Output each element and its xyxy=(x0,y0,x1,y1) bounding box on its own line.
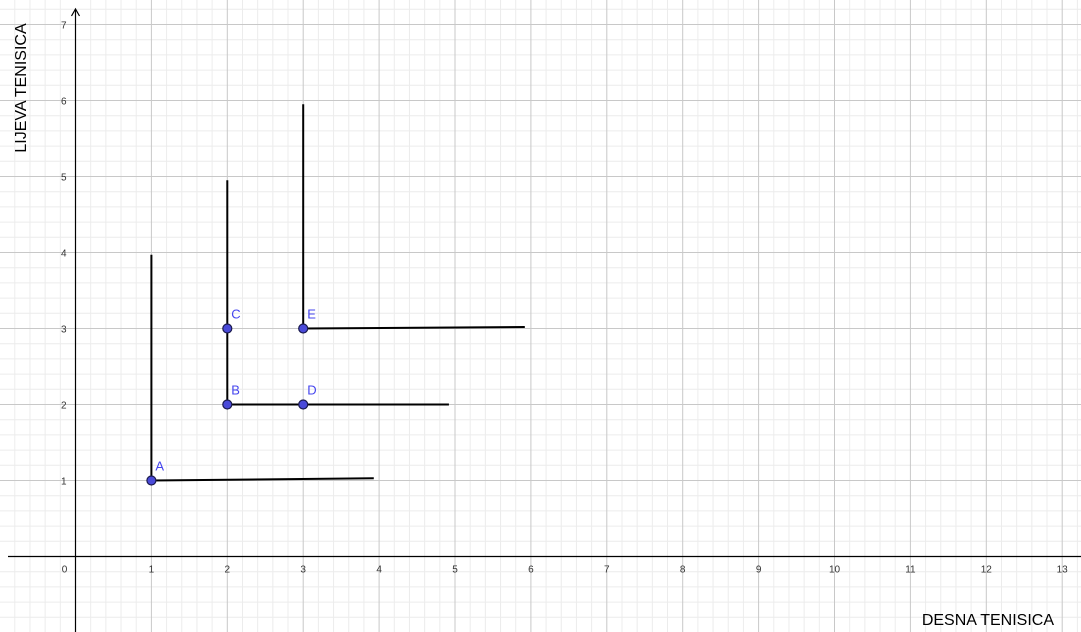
point-e[interactable] xyxy=(298,323,309,334)
point-label-c: C xyxy=(231,307,240,322)
point-labels: A B C D E xyxy=(155,307,316,474)
point-b[interactable] xyxy=(222,399,233,410)
y-tick-label: 1 xyxy=(61,477,67,488)
point-label-e: E xyxy=(307,307,316,322)
x-tick-label: 8 xyxy=(680,565,686,576)
x-tick-label: 12 xyxy=(981,565,993,576)
x-tick-label: 1 xyxy=(149,565,155,576)
y-tick-label: 2 xyxy=(61,401,67,412)
segments xyxy=(150,104,525,482)
point-label-a: A xyxy=(155,459,164,474)
segment xyxy=(303,325,525,330)
point-label-d: D xyxy=(307,383,316,398)
x-tick-label: 3 xyxy=(300,565,306,576)
point-label-b: B xyxy=(231,383,240,398)
x-tick-label: 5 xyxy=(452,565,458,576)
x-tick-label: 4 xyxy=(376,565,382,576)
y-tick-label: 7 xyxy=(61,21,67,32)
segment xyxy=(151,477,374,482)
x-tick-label: 9 xyxy=(756,565,762,576)
points[interactable] xyxy=(146,323,309,486)
x-axis-title: DESNA TENISICA xyxy=(921,612,1054,629)
y-tick-label: 4 xyxy=(61,249,67,260)
y-tick-label: 5 xyxy=(61,173,67,184)
x-tick-label: 7 xyxy=(604,565,610,576)
x-tick-label: 10 xyxy=(829,565,841,576)
axes xyxy=(8,7,1081,632)
x-tick-label: 11 xyxy=(905,565,916,576)
point-a[interactable] xyxy=(146,475,157,486)
y-axis-arrow xyxy=(70,7,81,17)
x-tick-label: 6 xyxy=(528,565,534,576)
y-axis-title: LIJEVA TENISICA xyxy=(13,23,30,153)
x-tick-label: 13 xyxy=(1057,565,1069,576)
x-tick-label: 2 xyxy=(225,565,231,576)
x-tick-label: 0 xyxy=(62,565,68,576)
y-tick-label: 6 xyxy=(61,97,67,108)
point-c[interactable] xyxy=(222,323,233,334)
point-d[interactable] xyxy=(298,399,309,410)
y-tick-label: 3 xyxy=(61,325,67,336)
